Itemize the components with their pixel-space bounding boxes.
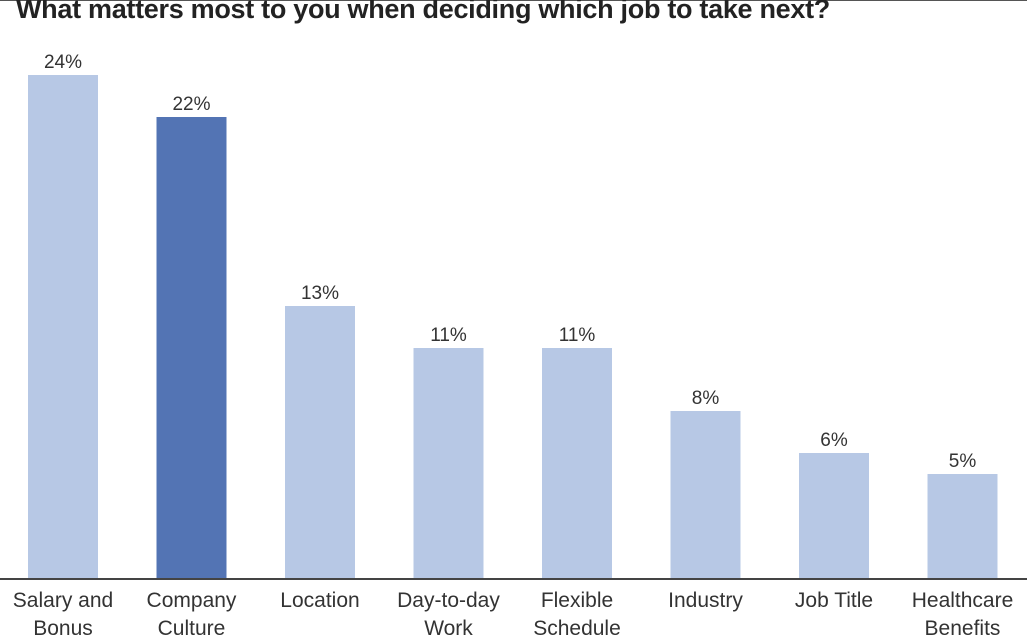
category-label-1-1: Culture bbox=[158, 617, 226, 637]
category-label-4-0: Flexible bbox=[541, 589, 613, 612]
bar-value-label-1: 22% bbox=[172, 94, 210, 115]
bar-7 bbox=[927, 474, 998, 579]
category-label-2-0: Location bbox=[280, 589, 359, 612]
category-label-3-0: Day-to-day bbox=[397, 589, 500, 612]
category-label-7-1: Benefits bbox=[925, 617, 1001, 637]
bar-1 bbox=[156, 117, 227, 579]
bar-value-label-7: 5% bbox=[949, 451, 977, 472]
category-label-1-0: Company bbox=[147, 589, 237, 612]
bar-value-label-5: 8% bbox=[692, 388, 720, 409]
category-label-6-0: Job Title bbox=[795, 589, 873, 612]
category-label-0-1: Bonus bbox=[33, 617, 93, 637]
top-rule bbox=[0, 0, 1027, 1]
category-label-5-0: Industry bbox=[668, 589, 743, 612]
bar-6 bbox=[799, 453, 869, 579]
category-label-0-0: Salary and bbox=[13, 589, 113, 612]
bar-5 bbox=[670, 411, 741, 579]
bar-value-label-0: 24% bbox=[44, 52, 82, 73]
bar-value-label-3: 11% bbox=[430, 325, 467, 346]
bar-value-label-6: 6% bbox=[820, 430, 848, 451]
category-label-4-1: Schedule bbox=[533, 617, 621, 637]
bar-value-label-2: 13% bbox=[301, 283, 339, 304]
bar-2 bbox=[285, 306, 355, 579]
bar-0 bbox=[28, 75, 98, 579]
category-label-7-0: Healthcare bbox=[912, 589, 1014, 612]
bar-3 bbox=[413, 348, 484, 579]
bar-value-label-4: 11% bbox=[559, 325, 596, 346]
category-label-3-1: Work bbox=[424, 617, 473, 637]
bar-4 bbox=[542, 348, 612, 579]
chart-title: What matters most to you when deciding w… bbox=[16, 0, 830, 24]
